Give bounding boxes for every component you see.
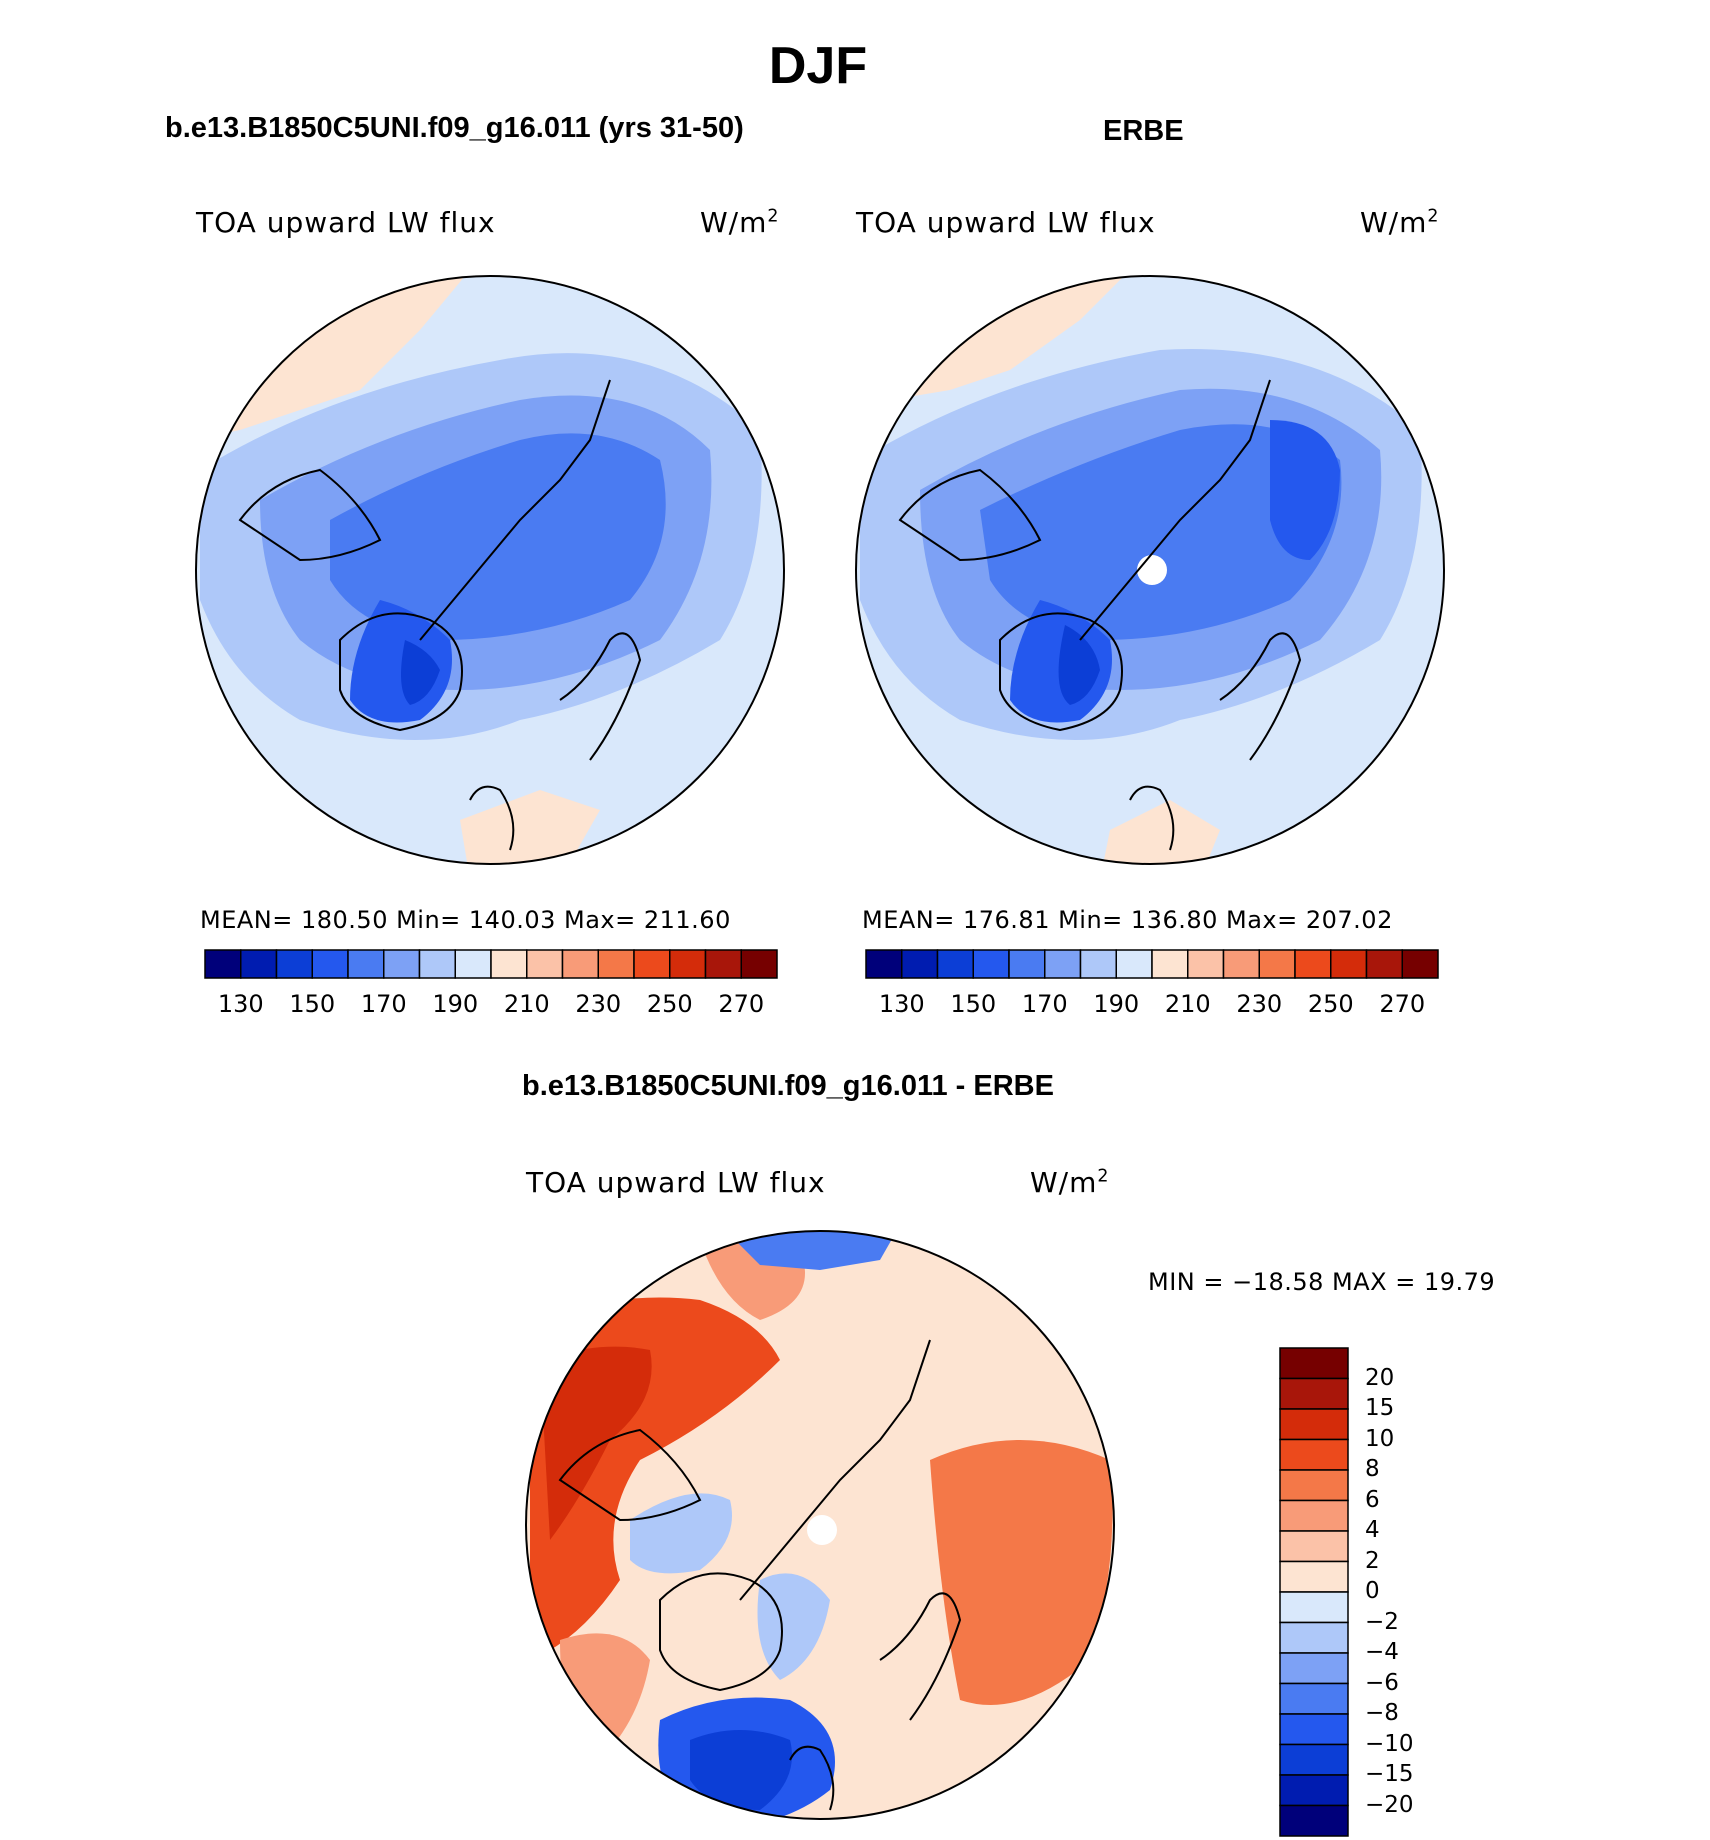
left-stats: MEAN= 180.50 Min= 140.03 Max= 211.60 [200, 906, 731, 934]
colorbar-swatch [633, 949, 671, 979]
left-units-label: W/m2 [700, 206, 780, 239]
colorbar-tick-label: 250 [646, 990, 693, 1018]
colorbar-swatch [1279, 1621, 1349, 1654]
colorbar-swatch [1279, 1804, 1349, 1837]
colorbar-swatch [204, 949, 242, 979]
colorbar-tick-label: 230 [1236, 990, 1283, 1018]
colorbar-swatch [1279, 1652, 1349, 1685]
colorbar-tick-label: 130 [217, 990, 264, 1018]
diff-variable-label: TOA upward LW flux [526, 1166, 826, 1199]
colorbar-swatch [1279, 1560, 1349, 1593]
figure-title: DJF [768, 37, 868, 95]
colorbar-swatch [1279, 1530, 1349, 1563]
colorbar-tick-label: 230 [575, 990, 622, 1018]
colorbar-tick-label: 8 [1365, 1456, 1380, 1482]
colorbar-swatch [704, 949, 742, 979]
diff-case-title: b.e13.B1850C5UNI.f09_g16.011 - ERBE [522, 1070, 1054, 1102]
colorbar-tick-label: −2 [1365, 1608, 1399, 1635]
colorbar-swatch [1279, 1377, 1349, 1410]
colorbar-tick-label: 270 [718, 990, 765, 1018]
diff-stats: MIN = −18.58 MAX = 19.79 [1148, 1268, 1496, 1296]
colorbar-tick-label: 210 [1164, 990, 1211, 1018]
colorbar-tick-label: −20 [1365, 1791, 1414, 1818]
colorbar-swatch [1279, 1591, 1349, 1624]
colorbar-swatch [454, 949, 492, 979]
colorbar-swatch [1279, 1743, 1349, 1776]
right-stats: MEAN= 176.81 Min= 136.80 Max= 207.02 [862, 906, 1393, 934]
colorbar-swatch [1279, 1469, 1349, 1502]
colorbar-swatch [1279, 1682, 1349, 1715]
diff-units-label: W/m2 [1030, 1166, 1110, 1199]
colorbar-swatch [1279, 1438, 1349, 1471]
colorbar-tick-label: −15 [1365, 1761, 1414, 1787]
colorbar-swatch [1279, 1774, 1349, 1807]
colorbar-tick-label: −4 [1365, 1639, 1399, 1665]
colorbar-swatch [1258, 949, 1296, 979]
colorbar-tick-label: −6 [1365, 1669, 1399, 1696]
colorbar-swatch [1279, 1713, 1349, 1746]
colorbar-swatch [1294, 949, 1332, 979]
colorbar-tick-label: 2 [1365, 1547, 1380, 1574]
colorbar-tick-label: 10 [1365, 1425, 1395, 1452]
colorbar-swatch [418, 949, 456, 979]
colorbar-swatch [865, 949, 903, 979]
colorbar-swatch [1401, 949, 1439, 979]
colorbar-tick-label: 20 [1365, 1364, 1395, 1391]
colorbar-tick-label: 190 [432, 990, 479, 1018]
colorbar-tick-label: −8 [1365, 1700, 1399, 1726]
colorbar-swatch [383, 949, 421, 979]
colorbar-tick-label: 6 [1365, 1486, 1380, 1513]
colorbar-tick-label: 150 [950, 990, 997, 1018]
colorbar-tick-label: 130 [878, 990, 925, 1018]
colorbar-swatch [1079, 949, 1117, 979]
colorbar-tick-label: −10 [1365, 1730, 1414, 1757]
right-variable-label: TOA upward LW flux [856, 206, 1156, 239]
colorbar-swatch [1279, 1408, 1349, 1441]
colorbar-tick-label: 190 [1093, 990, 1140, 1018]
colorbar-swatch [1115, 949, 1153, 979]
colorbar-tick-label: 4 [1365, 1517, 1380, 1543]
colorbar-swatch [561, 949, 599, 979]
colorbar-swatch [1279, 1347, 1349, 1380]
colorbar-tick-label: 0 [1365, 1578, 1380, 1604]
colorbar-swatch [597, 949, 635, 979]
right-case-title: ERBE [1103, 115, 1184, 147]
colorbar-swatch [1187, 949, 1225, 979]
left-case-title: b.e13.B1850C5UNI.f09_g16.011 (yrs 31-50) [165, 112, 744, 144]
colorbar-tick-label: 15 [1365, 1395, 1395, 1421]
colorbar-swatch [526, 949, 564, 979]
right-units-label: W/m2 [1360, 206, 1440, 239]
colorbar-tick-label: 210 [503, 990, 550, 1018]
colorbar-swatch [740, 949, 778, 979]
colorbar-tick-label: 170 [1021, 990, 1068, 1018]
colorbar-swatch [275, 949, 313, 979]
colorbar-tick-label: 270 [1379, 990, 1426, 1018]
colorbar-tick-label: 250 [1307, 990, 1354, 1018]
colorbar-tick-label: 150 [289, 990, 336, 1018]
left-variable-label: TOA upward LW flux [196, 206, 496, 239]
colorbar-tick-label: 170 [360, 990, 407, 1018]
colorbar-swatch [1279, 1499, 1349, 1532]
colorbar-swatch [490, 949, 528, 979]
